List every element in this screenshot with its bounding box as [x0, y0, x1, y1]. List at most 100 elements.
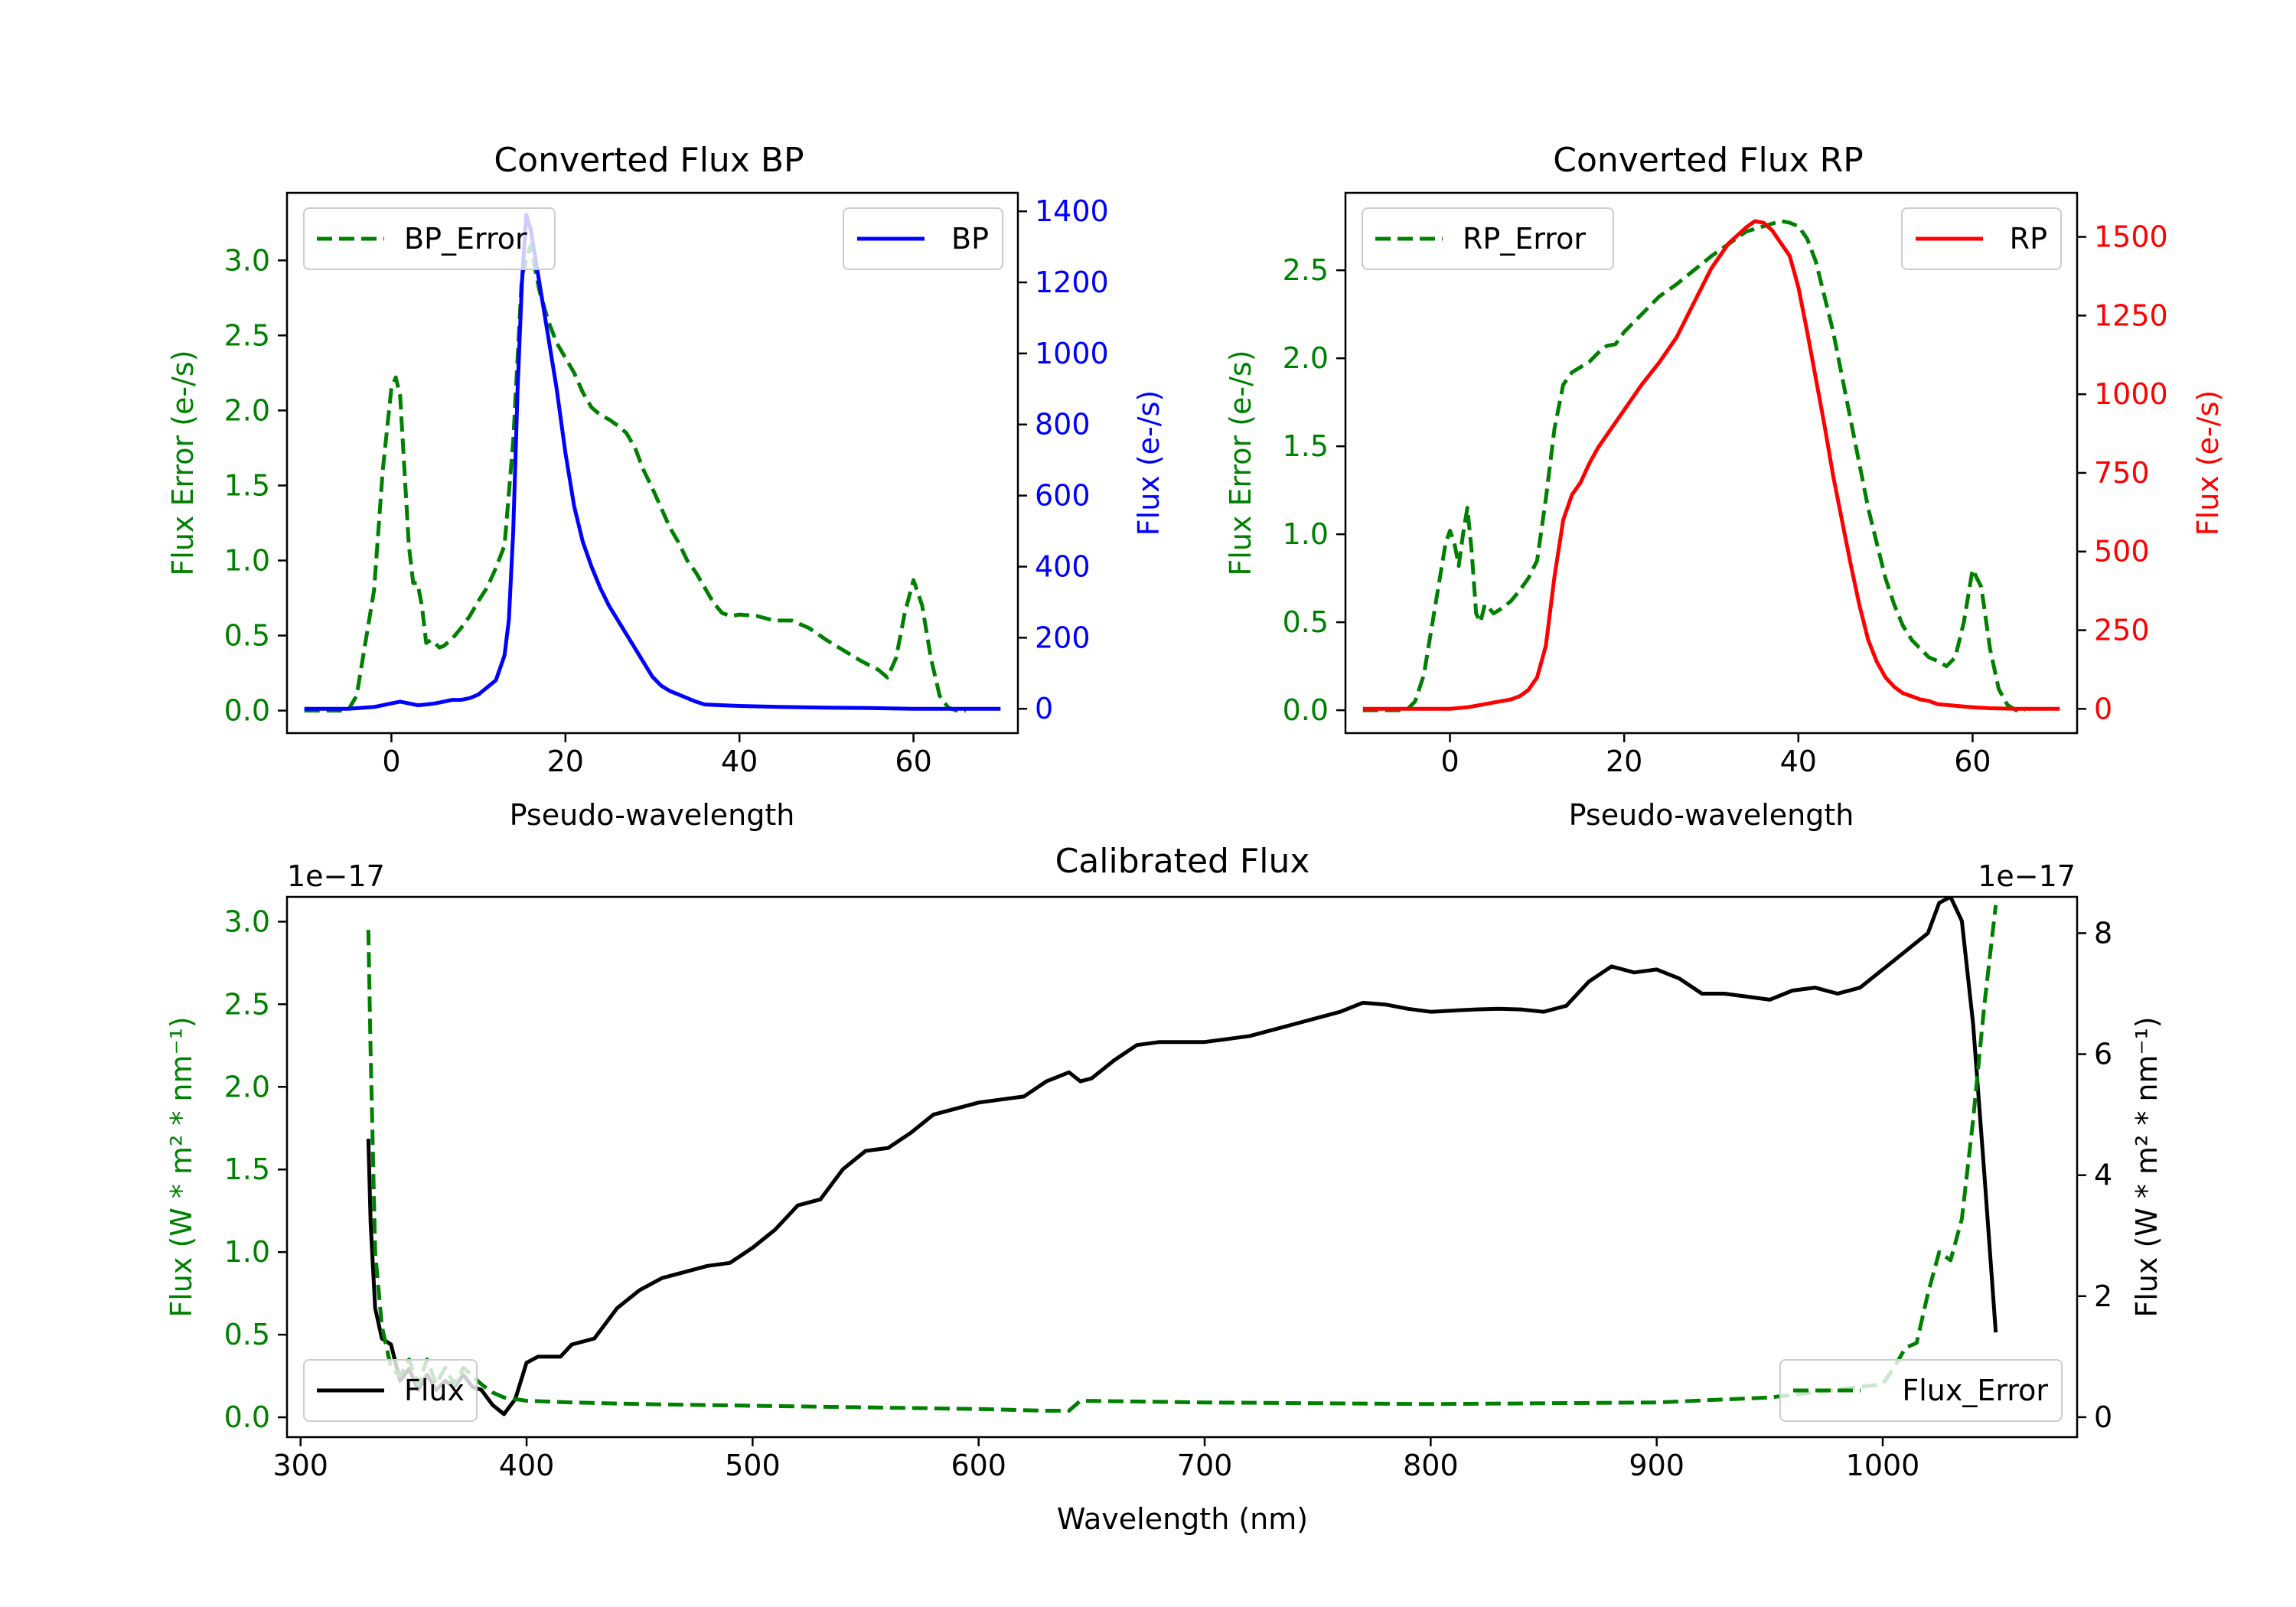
- y-tick-label-left: 0.0: [224, 1400, 270, 1434]
- y-tick-label-right: 4: [2094, 1159, 2112, 1192]
- y-tick-label-right: 0: [2094, 692, 2112, 725]
- plot-area: [366, 897, 1998, 1416]
- y-tick-label-left: 2.0: [1283, 341, 1329, 375]
- y-tick-label-right: 1400: [1035, 194, 1109, 228]
- legend-label-flux: Flux: [404, 1374, 465, 1407]
- y-axis-label-left: Flux Error (e-/s): [166, 350, 200, 575]
- y-tick-label-left: 1.0: [1283, 517, 1329, 551]
- y-tick-label-right: 800: [1035, 408, 1091, 442]
- y-tick-label-right: 500: [2094, 535, 2150, 569]
- y-tick-label-right: 6: [2094, 1038, 2112, 1071]
- chart-rp: Converted Flux RP 0 20 40 60 0.0 0.5 1.0 1.5 2.0…: [1224, 141, 2225, 832]
- legend-label-flux-error: Flux_Error: [1902, 1374, 2048, 1407]
- y-tick-label-left: 0.0: [1283, 693, 1329, 727]
- y-tick-label-right: 1000: [2094, 377, 2168, 411]
- axes-frame: [1344, 191, 2079, 735]
- y-tick-label-left: 0.5: [224, 619, 270, 653]
- axes-frame: [285, 895, 2079, 1439]
- y-tick-label-left: 0.5: [1283, 605, 1329, 639]
- legend-right: RP: [1901, 207, 2062, 270]
- legend-box: [1362, 207, 1614, 270]
- y-tick-label-right: 8: [2094, 916, 2112, 950]
- y-tick-label-left: 1.5: [1283, 429, 1329, 463]
- x-tick-label: 300: [272, 1449, 328, 1482]
- x-tick-label: 400: [499, 1449, 555, 1482]
- y-tick-label-right: 250: [2094, 614, 2150, 647]
- y-axis-label-right: Flux (W * m² * nm⁻¹): [2130, 1016, 2164, 1317]
- offset-label-left: 1e−17: [287, 859, 385, 893]
- y-tick-label-left: 2.0: [224, 393, 270, 427]
- y-tick-label-left: 0.0: [224, 694, 270, 728]
- legend-label-bp-error: BP_Error: [404, 222, 527, 256]
- legend-left: BP_Error: [303, 207, 556, 270]
- x-axis-label: Pseudo-wavelength: [1569, 798, 1854, 832]
- y-tick-label-right: 750: [2094, 456, 2150, 490]
- x-tick-label: 20: [1606, 745, 1642, 778]
- y-axis-label-left: Flux (W * m² * nm⁻¹): [165, 1016, 198, 1317]
- y-tick-label-left: 1.0: [224, 1235, 270, 1269]
- x-tick-label: 40: [721, 745, 758, 778]
- legend-right: Flux_Error: [1779, 1359, 2063, 1422]
- chart-calibrated: Calibrated Flux 1e−17 1e−17 300 400 500 600…: [165, 842, 2164, 1536]
- chart-title: Calibrated Flux: [1055, 842, 1310, 881]
- legend-label-bp: BP: [951, 222, 989, 256]
- x-tick-label: 0: [1440, 745, 1459, 778]
- y-tick-label-left: 1.0: [224, 543, 270, 577]
- x-tick-label: 40: [1780, 745, 1817, 778]
- ticks: 0 20 40 60 0.0 0.5 1.0 1.5 2.0 2.5 3.0 0 200 400 600 80…: [224, 194, 1109, 778]
- series-line-bp: [304, 213, 1001, 711]
- x-axis-label: Wavelength (nm): [1057, 1502, 1308, 1536]
- y-tick-label-right: 200: [1035, 621, 1091, 654]
- x-tick-label: 60: [895, 745, 931, 778]
- chart-title: Converted Flux BP: [494, 141, 804, 180]
- series-line-flux-error: [366, 905, 1998, 1413]
- legend-label-rp: RP: [2010, 222, 2047, 256]
- series-line-rp: [1362, 219, 2060, 711]
- y-tick-label-right: 0: [2094, 1400, 2112, 1434]
- x-tick-label: 0: [382, 745, 400, 778]
- y-axis-label-right: Flux (e-/s): [2191, 390, 2225, 536]
- x-tick-label: 60: [1954, 745, 1991, 778]
- x-tick-label: 500: [725, 1449, 781, 1482]
- y-tick-label-left: 3.0: [224, 243, 270, 277]
- y-tick-label-left: 1.5: [224, 1152, 270, 1186]
- legend-left: Flux: [303, 1359, 478, 1422]
- y-tick-label-left: 3.0: [224, 905, 270, 938]
- chart-title: Converted Flux RP: [1553, 141, 1864, 180]
- x-tick-label: 700: [1177, 1449, 1233, 1482]
- legend-box: [303, 1359, 478, 1422]
- y-tick-label-right: 1000: [1035, 337, 1109, 370]
- ticks: 300 400 500 600 700 800 900 1000 0.0 0.5 1.0 1.5 2.0…: [224, 905, 2113, 1482]
- y-tick-label-right: 600: [1035, 479, 1091, 513]
- ticks: 0 20 40 60 0.0 0.5 1.0 1.5 2.0 2.5 0 250 500 750 1000 1…: [1283, 220, 2168, 778]
- y-tick-label-right: 0: [1035, 692, 1053, 725]
- series-line-flux: [366, 897, 1998, 1416]
- y-tick-label-right: 1250: [2094, 298, 2168, 332]
- chart-bp: Converted Flux BP 0 20 40 60 0.0 0.5 1.0 1.5 2.0…: [166, 141, 1166, 832]
- y-tick-label-right: 400: [1035, 549, 1091, 583]
- series-line-bp-error: [304, 243, 966, 713]
- axes-frame: [285, 191, 1019, 735]
- y-tick-label-right: 2: [2094, 1279, 2112, 1313]
- legend-box: [1779, 1359, 2063, 1422]
- y-tick-label-left: 2.0: [224, 1070, 270, 1103]
- x-tick-label: 600: [951, 1449, 1006, 1482]
- legend-right: BP: [843, 207, 1003, 270]
- x-tick-label: 900: [1629, 1449, 1684, 1482]
- y-tick-label-left: 2.5: [224, 318, 270, 352]
- legend-left: RP_Error: [1362, 207, 1614, 270]
- x-tick-label: 1000: [1846, 1449, 1920, 1482]
- y-tick-label-right: 1200: [1035, 266, 1109, 299]
- plot-area: [304, 213, 1001, 713]
- y-tick-label-left: 2.5: [1283, 253, 1329, 287]
- legend-box: [303, 207, 556, 270]
- y-axis-label-left: Flux Error (e-/s): [1224, 350, 1257, 575]
- plot-area: [1362, 219, 2060, 712]
- y-tick-label-left: 2.5: [224, 987, 270, 1021]
- y-tick-label-left: 0.5: [224, 1318, 270, 1351]
- y-tick-label-left: 1.5: [224, 468, 270, 502]
- x-tick-label: 800: [1403, 1449, 1459, 1482]
- y-tick-label-right: 1500: [2094, 220, 2168, 254]
- series-line-rp-error: [1362, 219, 2025, 712]
- y-axis-label-right: Flux (e-/s): [1132, 390, 1166, 536]
